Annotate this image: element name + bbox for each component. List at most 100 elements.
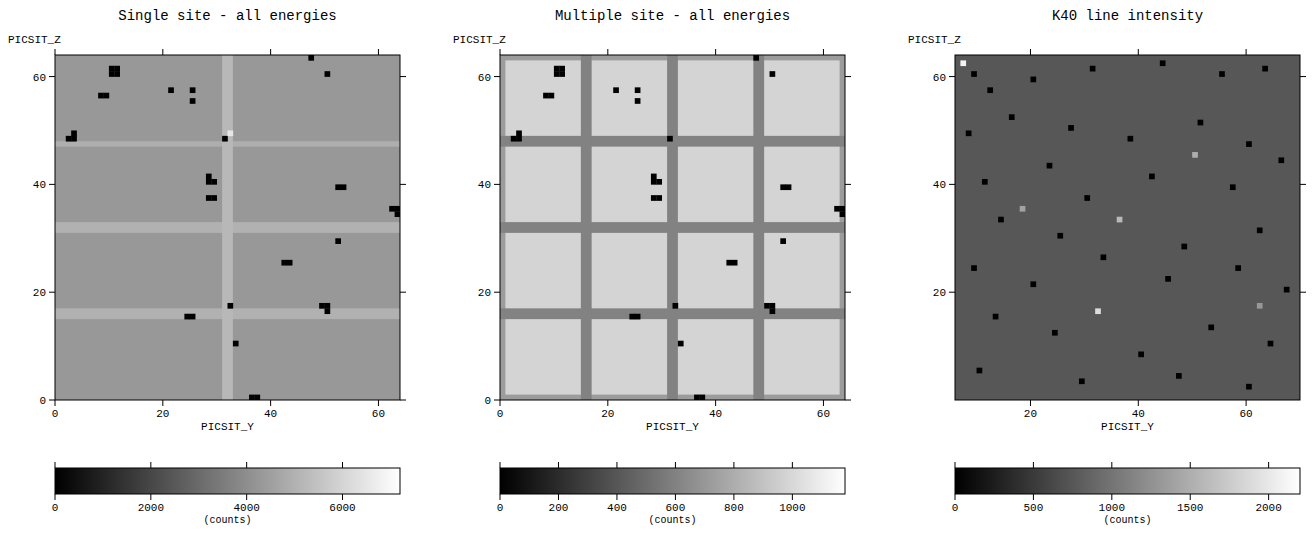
x-tick-top xyxy=(270,49,271,55)
y-tick xyxy=(949,184,955,185)
band xyxy=(667,55,678,400)
x-axis-title: PICSIT_Y xyxy=(646,421,699,433)
y-tick-label: 60 xyxy=(478,72,491,84)
panel-title: Multiple site - all energies xyxy=(555,8,790,24)
x-tick-label: 0 xyxy=(497,408,504,420)
pixel xyxy=(554,66,560,72)
pixel xyxy=(834,206,840,212)
pixel xyxy=(971,71,977,77)
x-tick xyxy=(378,400,379,406)
x-tick-top xyxy=(607,49,608,55)
pixel xyxy=(780,184,786,190)
colorbar-tick xyxy=(616,494,617,500)
y-tick-label: 60 xyxy=(933,72,946,84)
pixel xyxy=(651,195,657,201)
pixel xyxy=(678,341,684,347)
colorbar-tick-label: 6000 xyxy=(329,502,355,514)
colorbar xyxy=(500,468,845,494)
x-tick xyxy=(162,400,163,406)
pixel xyxy=(287,260,293,266)
pixel xyxy=(98,93,104,99)
y-tick xyxy=(949,292,955,293)
x-tick-label: 20 xyxy=(1024,408,1037,420)
colorbar-tick xyxy=(150,494,151,500)
colorbar-tick-top xyxy=(342,462,343,468)
colorbar-tick-label: 200 xyxy=(549,502,569,514)
band xyxy=(581,55,592,400)
x-tick xyxy=(1246,400,1247,406)
x-tick-top xyxy=(1246,49,1247,55)
pixel xyxy=(1165,276,1171,282)
x-tick-top xyxy=(500,49,501,55)
colorbar-tick-top xyxy=(733,462,734,468)
frame xyxy=(55,55,400,400)
y-tick xyxy=(494,76,500,77)
y-tick xyxy=(49,400,55,401)
colorbar-tick xyxy=(246,494,247,500)
pixel xyxy=(190,87,196,93)
colorbar-tick xyxy=(1033,494,1034,500)
y-tick-label: 40 xyxy=(933,179,946,191)
y-tick-right xyxy=(400,76,406,77)
pixel xyxy=(549,93,555,99)
pixel xyxy=(1128,136,1134,142)
pixel xyxy=(1047,163,1053,169)
pixel xyxy=(966,130,972,136)
pixel xyxy=(651,174,657,180)
frame xyxy=(500,55,845,400)
pixel xyxy=(1176,373,1182,379)
pixel xyxy=(1192,152,1198,158)
pixel xyxy=(651,179,657,185)
pixel xyxy=(71,130,77,136)
pixel xyxy=(635,314,641,320)
pixel xyxy=(987,87,993,93)
colorbar-tick xyxy=(955,494,956,500)
pixel xyxy=(184,314,190,320)
colorbar-tick-top xyxy=(1111,462,1112,468)
colorbar-tick xyxy=(500,494,501,500)
colorbar-tick xyxy=(1268,494,1269,500)
colorbar-tick-label: 400 xyxy=(607,502,627,514)
colorbar-tick-top xyxy=(1033,462,1034,468)
colorbar-tick-top xyxy=(792,462,793,468)
x-tick-top xyxy=(55,49,56,55)
panel-title: K40 line intensity xyxy=(1052,8,1203,24)
pixel xyxy=(66,136,72,142)
colorbar-tick-label: 0 xyxy=(52,502,59,514)
y-tick-label: 0 xyxy=(39,395,46,407)
pixel xyxy=(977,368,983,374)
cells xyxy=(55,55,400,400)
pixel xyxy=(1257,228,1263,234)
x-tick-label: 40 xyxy=(1132,408,1145,420)
y-tick-right xyxy=(1300,292,1306,293)
pixel xyxy=(71,136,77,142)
y-tick xyxy=(494,184,500,185)
pixel xyxy=(516,136,522,142)
pixel xyxy=(168,87,174,93)
x-tick xyxy=(1138,400,1139,406)
y-tick-right xyxy=(845,184,851,185)
colorbar-tick-label: 800 xyxy=(724,502,744,514)
colorbar-tick-label: 0 xyxy=(497,502,504,514)
pixel xyxy=(770,71,776,77)
pixel xyxy=(228,130,234,136)
cells xyxy=(500,55,845,400)
x-tick xyxy=(55,400,56,406)
pixel xyxy=(971,265,977,271)
y-tick xyxy=(49,292,55,293)
colorbar-label: (counts) xyxy=(1103,515,1151,526)
x-tick-top xyxy=(1138,49,1139,55)
x-tick-label: 60 xyxy=(1239,408,1252,420)
x-tick-label: 40 xyxy=(264,408,277,420)
pixel xyxy=(1246,384,1252,390)
x-tick xyxy=(270,400,271,406)
pixel xyxy=(254,395,260,400)
colorbar-tick-top xyxy=(675,462,676,468)
y-axis-title: PICSIT_Z xyxy=(8,34,61,46)
colorbar-tick xyxy=(342,494,343,500)
pixel xyxy=(1052,330,1058,336)
pixel xyxy=(335,238,341,244)
pixel xyxy=(993,314,999,320)
y-tick xyxy=(49,184,55,185)
colorbar-tick-label: 1000 xyxy=(1099,502,1125,514)
